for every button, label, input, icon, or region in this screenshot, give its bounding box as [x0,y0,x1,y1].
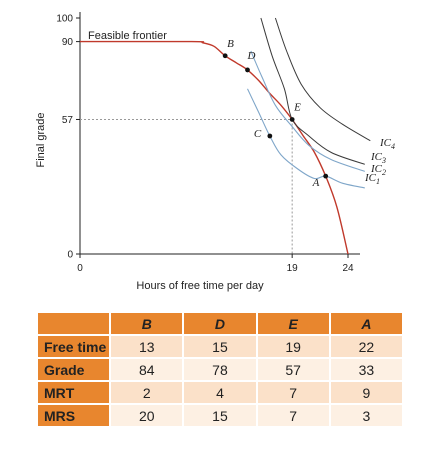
point-label: C [254,128,262,140]
ic-label: IC2 [370,163,386,177]
table-cell: 7 [255,403,331,428]
y-tick-label: 57 [62,115,74,126]
point-label: E [293,101,301,113]
frontier-label: Feasible frontier [88,30,167,42]
table-cell: 84 [109,357,185,382]
table-cell: 9 [328,380,405,405]
y-tick-label: 90 [62,37,74,48]
table-cell: 4 [182,380,258,405]
axis-ticks: 0 57 90 100 0 19 24 [56,14,354,275]
y-axis-title: Final grade [35,112,47,167]
point-D [245,67,250,73]
table-row: Grade 84 78 57 33 [35,357,405,382]
column-header: B [109,311,185,336]
table-cell: 19 [255,334,331,359]
ic1-curve [247,88,365,189]
ic2-curve [250,50,365,172]
table-row: MRT 2 4 7 9 [35,380,405,405]
x-tick-label: 0 [77,263,83,274]
points: B D E C A [222,38,329,189]
table-cell: 33 [328,357,405,382]
table-cell: 15 [182,334,258,359]
row-header: Grade [35,357,112,382]
table-cell: 2 [109,380,185,405]
ic4-curve [274,17,371,142]
guide-lines [80,118,293,254]
table-row: Free time 13 15 19 22 [35,334,405,359]
table-cell: 20 [109,403,185,428]
x-tick-label: 24 [342,263,354,274]
table-cell: 78 [182,357,258,382]
ic-label: IC3 [370,151,386,165]
column-header: D [182,311,258,336]
table-cell: 15 [182,403,258,428]
point-E [289,117,295,122]
ic-label: IC4 [379,137,395,151]
point-B [222,53,228,59]
table-cell: 22 [328,334,405,359]
column-header: E [255,311,331,336]
ic-label-subscript: 2 [382,168,386,177]
table-cell: 7 [255,380,331,405]
table-cell: 13 [109,334,185,359]
table-corner [35,311,112,336]
table-row: MRS 20 15 7 3 [35,403,405,428]
row-header: MRS [35,403,112,428]
ic-label-subscript: 3 [381,156,386,165]
y-tick-label: 0 [67,250,73,261]
y-tick-label: 100 [56,14,73,25]
ic-label-subscript: 1 [376,177,380,186]
data-table: B D E A Free time 13 15 19 22 Grade 84 7… [35,311,405,428]
x-tick-label: 19 [287,263,299,274]
point-label: D [247,50,256,62]
row-header: MRT [35,380,112,405]
frontier-curve [80,40,349,254]
table-cell: 3 [328,403,405,428]
x-axis-title: Hours of free time per day [136,280,264,292]
table-header-row: B D E A [35,311,405,336]
point-A [323,173,329,179]
table-cell: 57 [255,357,331,382]
point-C [267,133,273,139]
ic-label-subscript: 4 [391,142,395,151]
ic3-curve [260,17,365,165]
row-header: Free time [35,334,112,359]
point-label: A [312,177,320,189]
column-header: A [328,311,405,336]
point-label: B [227,38,234,50]
